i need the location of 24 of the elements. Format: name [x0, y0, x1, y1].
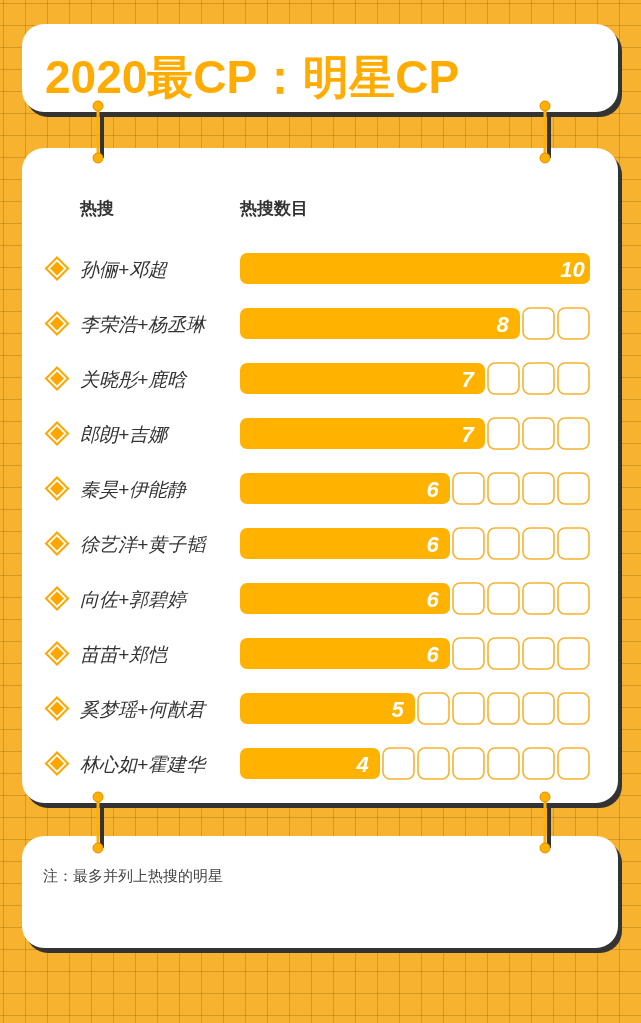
data-label: 10: [560, 256, 585, 282]
category-label: 林心如+霍建华: [80, 753, 206, 775]
category-label: 关晓彤+鹿晗: [80, 368, 187, 390]
title: 2020最CP：明星CP: [45, 51, 460, 103]
data-label: 6: [426, 476, 439, 502]
data-label: 4: [356, 751, 369, 777]
category-label: 苗苗+郑恺: [80, 643, 168, 665]
annotation: 注：最多并列上热搜的明星: [43, 867, 223, 884]
data-label: 8: [496, 311, 509, 337]
data-label: 6: [426, 586, 439, 612]
data-label: 6: [426, 531, 439, 557]
category-label: 向佐+郭碧婷: [80, 588, 187, 610]
category-label: 郎朗+吉娜: [80, 423, 168, 445]
xlabel: 热搜数目: [240, 199, 308, 218]
category-label: 奚梦瑶+何猷君: [80, 698, 206, 720]
data-label: 7: [461, 421, 474, 447]
data-label: 6: [426, 641, 439, 667]
category-label: 徐艺洋+黄子韬: [80, 533, 206, 555]
data-label: 5: [391, 696, 404, 722]
ylabel: 热搜: [80, 199, 114, 218]
data-label: 7: [461, 366, 474, 392]
category-label: 秦昊+伊能静: [80, 478, 187, 500]
category-label: 李荣浩+杨丞琳: [80, 313, 206, 335]
category-label: 孙俪+邓超: [80, 258, 168, 280]
